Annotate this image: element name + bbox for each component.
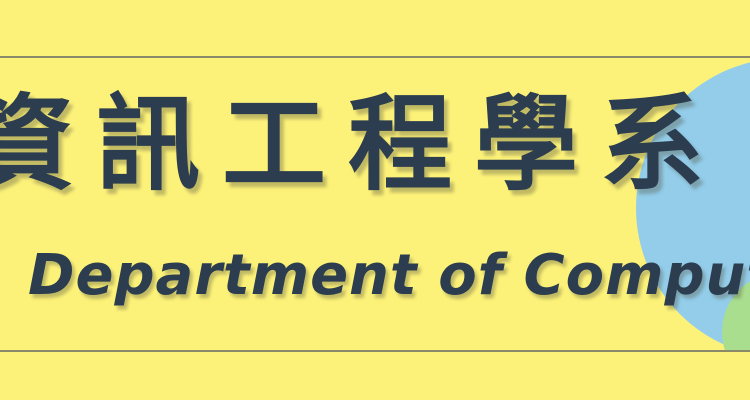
department-title-chinese: 資訊工程學系 — [0, 82, 727, 205]
department-title-english: Department of Computer — [28, 243, 750, 308]
department-banner: 資訊工程學系 Department of Computer — [0, 56, 750, 352]
